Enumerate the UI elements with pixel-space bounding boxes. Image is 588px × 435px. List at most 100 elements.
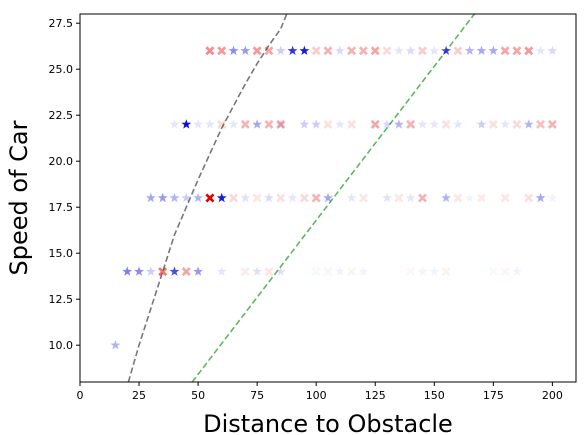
star-point bbox=[252, 266, 263, 276]
cross-point bbox=[406, 119, 416, 129]
star-point bbox=[512, 266, 522, 276]
x-tick-label: 50 bbox=[191, 389, 205, 402]
y-tick-label: 22.5 bbox=[49, 109, 74, 122]
cross-point bbox=[205, 193, 215, 203]
star-point bbox=[323, 192, 333, 203]
cross-point bbox=[347, 46, 357, 56]
x-tick-label: 150 bbox=[424, 389, 445, 402]
star-point bbox=[228, 45, 239, 56]
star-point bbox=[464, 192, 475, 203]
star-point bbox=[547, 45, 558, 56]
star-point bbox=[382, 192, 392, 203]
cross-point bbox=[347, 119, 357, 129]
cross-point bbox=[370, 46, 380, 56]
star-point bbox=[547, 192, 558, 203]
star-point bbox=[358, 266, 369, 276]
cross-point bbox=[477, 193, 487, 203]
cross-point bbox=[512, 46, 522, 56]
star-point bbox=[252, 119, 263, 129]
star-point bbox=[429, 45, 440, 56]
cross-point bbox=[347, 267, 357, 277]
cross-point bbox=[240, 119, 250, 129]
cross-point bbox=[441, 267, 451, 277]
star-point bbox=[275, 119, 286, 129]
x-tick-label: 175 bbox=[483, 389, 504, 402]
star-point bbox=[405, 45, 416, 56]
star-point bbox=[122, 266, 133, 276]
cross-point bbox=[441, 119, 451, 129]
star-point bbox=[488, 45, 499, 56]
star-point bbox=[181, 119, 192, 129]
x-tick-label: 25 bbox=[132, 389, 146, 402]
star-point bbox=[204, 119, 215, 129]
cross-point bbox=[264, 267, 274, 277]
cross-point bbox=[240, 267, 250, 277]
cross-point bbox=[382, 46, 392, 56]
x-tick-label: 125 bbox=[365, 389, 386, 402]
cross-point bbox=[453, 193, 463, 203]
cross-point bbox=[217, 46, 227, 56]
star-point bbox=[240, 192, 251, 203]
cross-point bbox=[417, 46, 427, 56]
star-point bbox=[110, 340, 121, 350]
y-tick-label: 15.0 bbox=[49, 247, 74, 260]
star-point bbox=[134, 266, 144, 276]
green-dashed-line bbox=[191, 14, 476, 382]
cross-point bbox=[358, 193, 368, 203]
cross-point bbox=[158, 267, 168, 277]
y-tick-label: 17.5 bbox=[49, 201, 74, 214]
cross-point bbox=[205, 46, 215, 56]
star-point bbox=[240, 45, 251, 56]
x-tick-label: 100 bbox=[306, 389, 327, 402]
y-tick-label: 12.5 bbox=[49, 293, 74, 306]
star-point bbox=[181, 192, 192, 203]
cross-point bbox=[252, 193, 262, 203]
star-point bbox=[535, 192, 546, 203]
cross-point bbox=[488, 119, 498, 129]
y-axis-ticks: 10.0 12.5 15.0 17.5 20.0 22.5 25.0 27.5 bbox=[49, 17, 80, 352]
cross-point bbox=[217, 119, 227, 129]
star-point bbox=[452, 119, 463, 129]
cross-point bbox=[524, 193, 534, 203]
star-point bbox=[476, 119, 487, 129]
cross-point bbox=[512, 119, 522, 129]
star-point bbox=[429, 266, 440, 276]
x-tick-label: 200 bbox=[542, 389, 563, 402]
cross-point bbox=[524, 46, 534, 56]
star-point bbox=[216, 266, 227, 276]
cross-point bbox=[181, 267, 191, 277]
star-point bbox=[193, 192, 204, 203]
cross-point bbox=[276, 119, 286, 129]
star-point bbox=[275, 266, 286, 276]
star-point bbox=[287, 45, 298, 56]
cross-point bbox=[323, 267, 333, 277]
star-markers bbox=[110, 45, 558, 350]
star-point bbox=[382, 119, 392, 129]
star-point bbox=[441, 45, 452, 56]
cross-point bbox=[406, 267, 416, 277]
cross-point bbox=[500, 267, 510, 277]
star-point bbox=[500, 119, 511, 129]
cross-point bbox=[500, 46, 510, 56]
x-tick-label: 0 bbox=[77, 389, 84, 402]
star-point bbox=[441, 192, 452, 203]
x-axis-ticks: 0 25 50 75 100 125 150 175 200 bbox=[77, 382, 563, 402]
plot-frame bbox=[79, 13, 577, 383]
cross-markers bbox=[158, 46, 557, 277]
star-point bbox=[334, 45, 345, 56]
star-point bbox=[275, 45, 286, 56]
y-tick-label: 20.0 bbox=[49, 155, 74, 168]
star-point bbox=[393, 119, 404, 129]
cross-point bbox=[417, 193, 427, 203]
star-point bbox=[393, 45, 404, 56]
cross-point bbox=[311, 193, 321, 203]
cross-point bbox=[394, 193, 404, 203]
star-point bbox=[264, 192, 274, 203]
cross-point bbox=[488, 267, 498, 277]
star-point bbox=[169, 119, 180, 129]
star-point bbox=[169, 192, 180, 203]
star-point bbox=[145, 266, 156, 276]
cross-point bbox=[358, 46, 368, 56]
cross-point bbox=[264, 46, 274, 56]
y-tick-label: 25.0 bbox=[49, 63, 74, 76]
